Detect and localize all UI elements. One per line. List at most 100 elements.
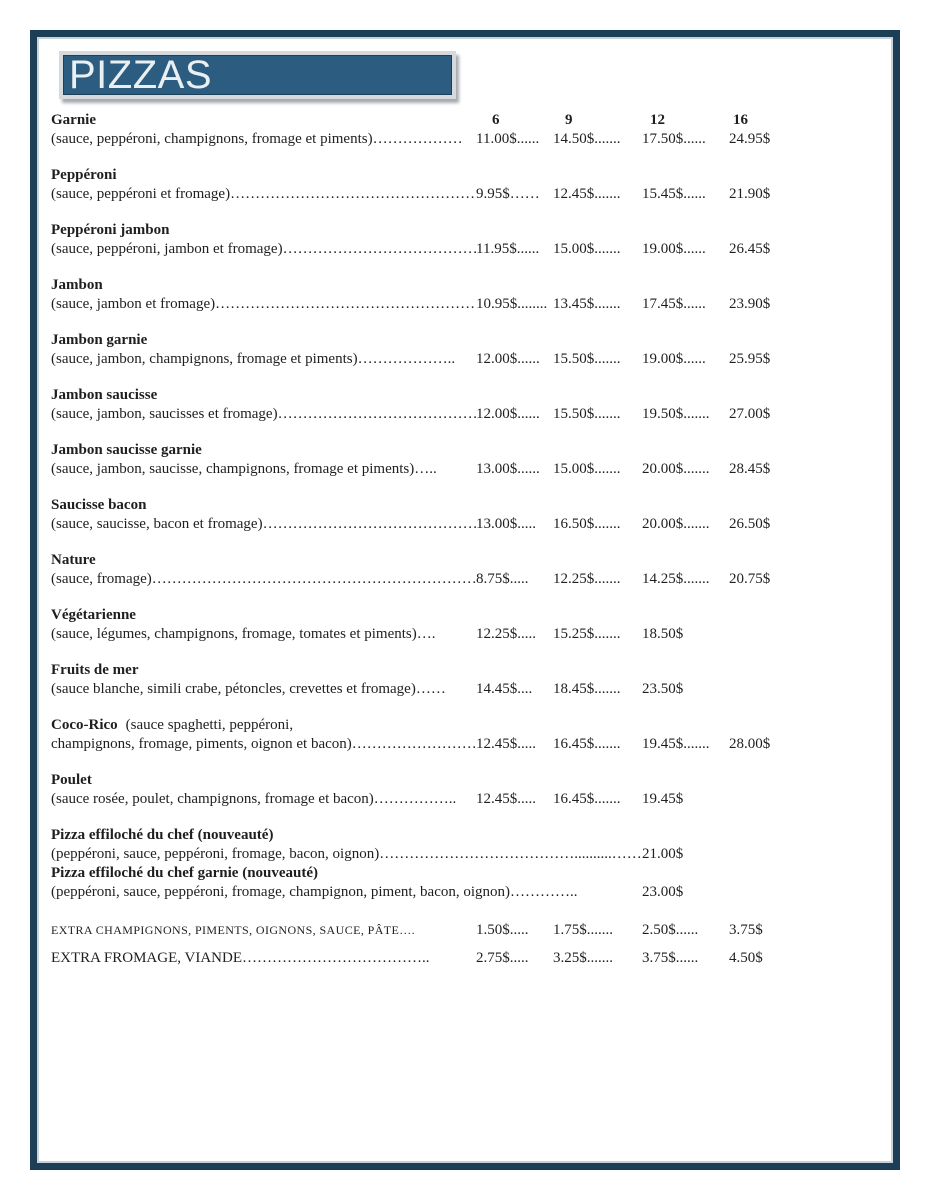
item-price-12: 17.50$...... xyxy=(642,131,706,147)
menu-item: Jambon (sauce, jambon et fromage)…………………… xyxy=(51,276,781,314)
item-price-9: 18.45$....... xyxy=(553,681,621,697)
column-header-6: 6 xyxy=(492,112,500,128)
item-description: (sauce rosée, poulet, champignons, froma… xyxy=(51,791,457,807)
item-price-12: 19.00$...... xyxy=(642,351,706,367)
item-name: Poulet xyxy=(51,772,92,788)
item-price-16 xyxy=(729,625,781,644)
item-description: (peppéroni, sauce, peppéroni, fromage, b… xyxy=(51,846,642,862)
item-price-row: (sauce, jambon, champignons, fromage et … xyxy=(51,350,781,369)
item-price-row: (sauce, saucisse, bacon et fromage)……………… xyxy=(51,515,781,534)
item-price-row: champignons, fromage, piments, oignon et… xyxy=(51,735,781,754)
item-price-12: 17.45$...... xyxy=(642,296,706,312)
page-title: PIZZAS xyxy=(69,53,213,97)
item-description: (sauce, jambon, champignons, fromage et … xyxy=(51,351,456,367)
item-name: Jambon garnie xyxy=(51,332,148,348)
menu-item: Nature (sauce, fromage)……………………………………………… xyxy=(51,551,781,589)
item-name: Saucisse bacon xyxy=(51,497,147,513)
item-description: (sauce, jambon et fromage)……………………………………… xyxy=(51,296,476,312)
item-price-16: 26.45$ xyxy=(729,241,771,257)
item-description: (sauce, jambon, saucisse, champignons, f… xyxy=(51,461,437,477)
item-name: Jambon saucisse xyxy=(51,387,158,403)
chef-specials-section: Pizza effiloché du chef (nouveauté) (pep… xyxy=(51,826,781,902)
extra-price-6: 1.50$..... xyxy=(476,922,529,938)
item-price-9: 14.50$....... xyxy=(553,131,621,147)
menu-item: Coco-Rico (sauce spaghetti, peppéroni, ch… xyxy=(51,716,781,754)
item-price-16: 24.95$ xyxy=(729,131,771,147)
item-price-12: 14.25$....... xyxy=(642,571,710,587)
extra-price-9: 1.75$....... xyxy=(553,922,613,938)
item-price-row: (sauce rosée, poulet, champignons, froma… xyxy=(51,790,781,809)
item-price-6: 13.00$..... xyxy=(476,516,536,532)
item-price-12: 19.00$...... xyxy=(642,241,706,257)
item-price-16 xyxy=(729,680,781,699)
item-name: Peppéroni xyxy=(51,167,117,183)
menu-item: Végétarienne (sauce, légumes, champignon… xyxy=(51,606,781,644)
item-name-suffix: (sauce spaghetti, peppéroni, xyxy=(125,717,294,733)
item-name: Pizza effiloché du chef (nouveauté) xyxy=(51,827,274,843)
item-price-16: 27.00$ xyxy=(729,406,771,422)
item-price-row: (sauce, jambon et fromage)……………………………………… xyxy=(51,295,781,314)
item-price-row: (peppéroni, sauce, peppéroni, fromage, b… xyxy=(51,845,781,864)
extra-price-16: 3.75$ xyxy=(729,922,763,938)
item-description: (sauce, saucisse, bacon et fromage)……………… xyxy=(51,516,476,532)
item-price-6: 11.95$...... xyxy=(476,241,540,257)
item-price-16: 28.45$ xyxy=(729,461,771,477)
item-price-row: (sauce, jambon, saucisses et fromage)………… xyxy=(51,405,781,424)
item-price-6: 9.95$…… xyxy=(476,186,540,202)
extra-price-9: 3.25$....... xyxy=(553,950,613,966)
item-price-9: 12.45$....... xyxy=(553,186,621,202)
item-description: (sauce, peppéroni et fromage)……………………………… xyxy=(51,186,476,202)
item-price-16: 28.00$ xyxy=(729,736,771,752)
item-price-row: (sauce, peppéroni, champignons, fromage … xyxy=(51,130,781,149)
extra-price-6: 2.75$..... xyxy=(476,950,529,966)
item-description: (sauce, jambon, saucisses et fromage)………… xyxy=(51,406,476,422)
item-price-6: 13.00$...... xyxy=(476,461,540,477)
menu-item: Garnie 6 9 12 16 (sauce, peppéroni, cham… xyxy=(51,111,781,149)
extra-label: EXTRA CHAMPIGNONS, PIMENTS, OIGNONS, SAU… xyxy=(51,923,416,937)
item-price-row: (sauce, légumes, champignons, fromage, t… xyxy=(51,625,781,644)
column-header-12: 12 xyxy=(650,112,665,128)
item-price-6: 10.95$........ xyxy=(476,296,548,312)
item-price-12: 21.00$ xyxy=(642,846,684,862)
menu-content: Garnie 6 9 12 16 (sauce, peppéroni, cham… xyxy=(51,111,781,972)
item-price-16 xyxy=(729,790,781,809)
item-price-16: 23.90$ xyxy=(729,296,771,312)
menu-item: Jambon garnie (sauce, jambon, champignon… xyxy=(51,331,781,369)
item-price-6: 11.00$...... xyxy=(476,131,540,147)
item-price-12: 23.50$ xyxy=(642,681,684,697)
item-price-9: 12.25$....... xyxy=(553,571,621,587)
item-name: Fruits de mer xyxy=(51,662,139,678)
item-description: (sauce, peppéroni, jambon et fromage)………… xyxy=(51,241,476,257)
item-description: champignons, fromage, piments, oignon et… xyxy=(51,736,476,752)
item-name: Coco-Rico xyxy=(51,717,118,733)
item-price-12: 23.00$ xyxy=(642,884,684,900)
pizzas-banner: PIZZAS xyxy=(59,51,456,99)
item-price-9: 15.25$....... xyxy=(553,626,621,642)
item-price-12: 20.00$....... xyxy=(642,461,710,477)
item-price-12: 19.50$....... xyxy=(642,406,710,422)
item-name: Pizza effiloché du chef garnie (nouveaut… xyxy=(51,865,319,881)
item-description: (sauce, légumes, champignons, fromage, t… xyxy=(51,626,436,642)
item-price-row: (sauce, jambon, saucisse, champignons, f… xyxy=(51,460,781,479)
item-description: (peppéroni, sauce, peppéroni, fromage, c… xyxy=(51,884,578,900)
item-name: Nature xyxy=(51,552,96,568)
extras-section: EXTRA CHAMPIGNONS, PIMENTS, OIGNONS, SAU… xyxy=(51,916,781,972)
column-header-9: 9 xyxy=(565,112,573,128)
item-price-row: (sauce, fromage)………………………………………………………………… xyxy=(51,570,781,589)
item-price-9: 16.45$....... xyxy=(553,736,621,752)
menu-item: Saucisse bacon (sauce, saucisse, bacon e… xyxy=(51,496,781,534)
item-price-6: 12.00$...... xyxy=(476,406,540,422)
extra-label: EXTRA FROMAGE, VIANDE……………………………….. xyxy=(51,950,430,966)
item-price-9: 16.45$....... xyxy=(553,791,621,807)
item-price-12: 18.50$ xyxy=(642,626,684,642)
item-price-row: (sauce, peppéroni, jambon et fromage)………… xyxy=(51,240,781,259)
item-price-9: 15.00$....... xyxy=(553,461,621,477)
item-price-12: 20.00$....... xyxy=(642,516,710,532)
extra-price-16: 4.50$ xyxy=(729,950,763,966)
item-price-16: 26.50$ xyxy=(729,516,771,532)
extra-price-12: 2.50$...... xyxy=(642,922,699,938)
item-description: (sauce, fromage)………………………………………………………………… xyxy=(51,571,476,587)
menu-item: Jambon saucisse garnie (sauce, jambon, s… xyxy=(51,441,781,479)
menu-item: Peppéroni (sauce, peppéroni et fromage)…… xyxy=(51,166,781,204)
extra-row: EXTRA FROMAGE, VIANDE……………………………….. 2.75… xyxy=(51,944,781,972)
